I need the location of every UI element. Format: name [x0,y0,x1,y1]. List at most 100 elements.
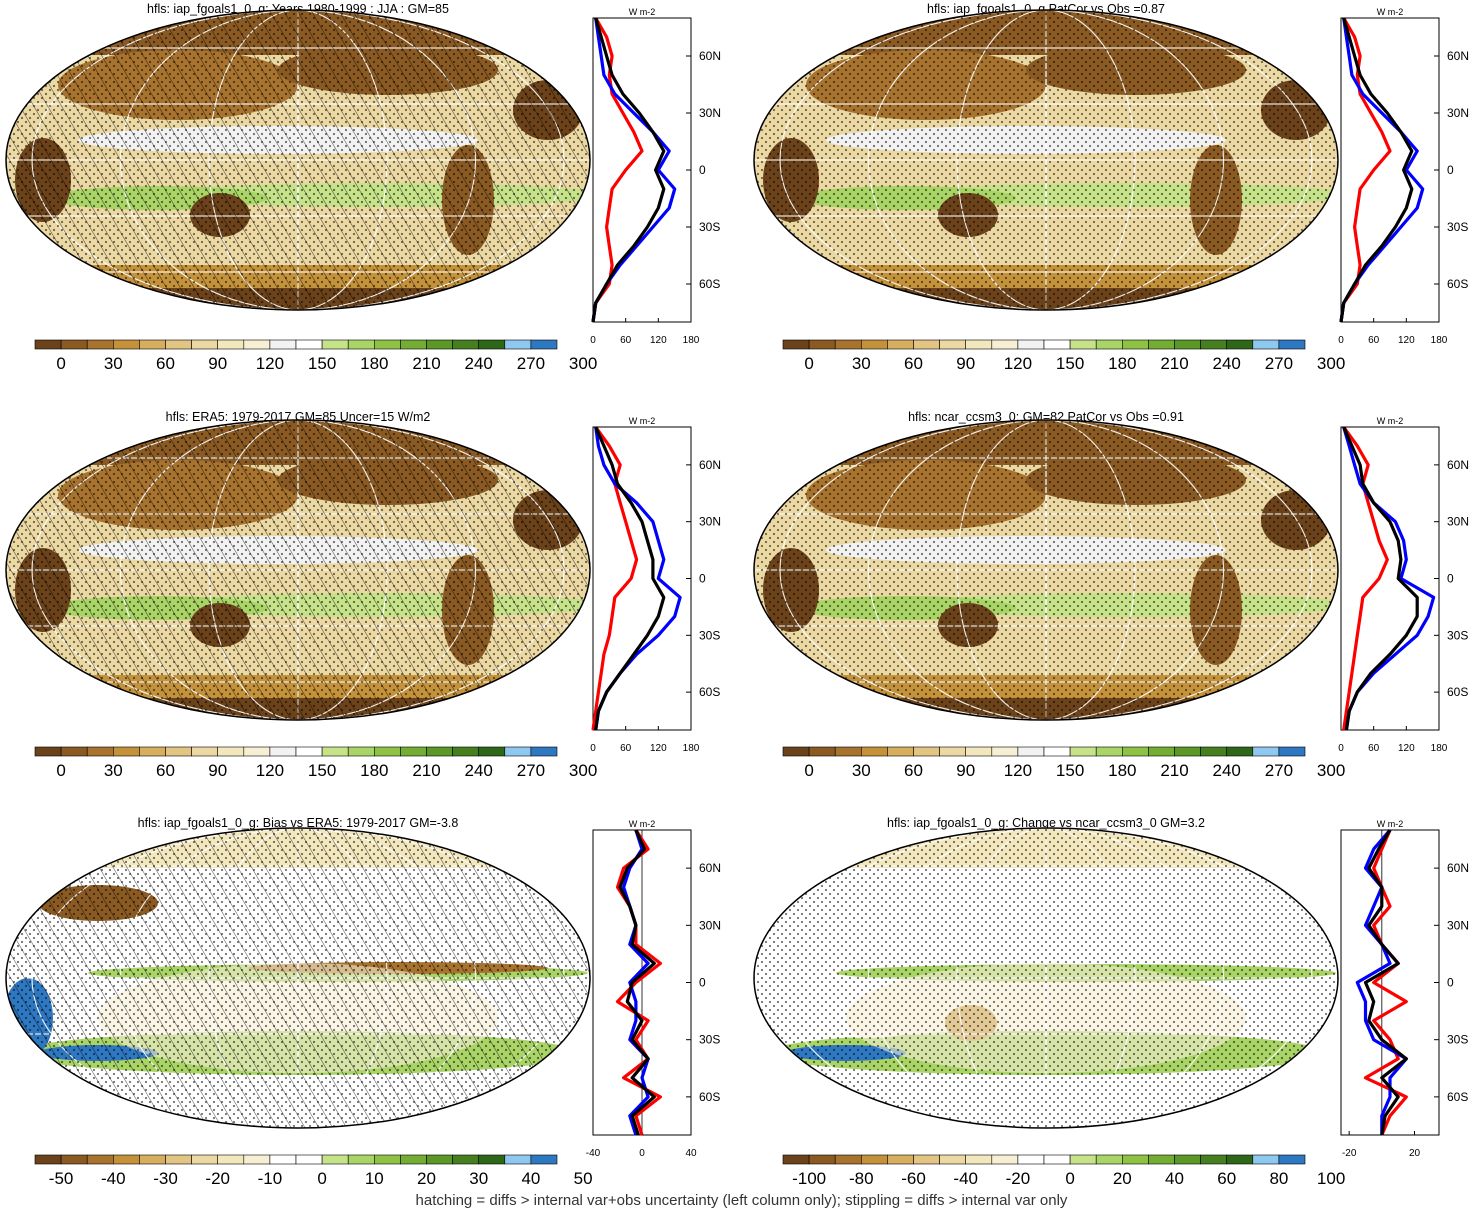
colorbar-tick-label: -60 [901,1169,926,1188]
colorbar-tick-label: 240 [465,761,493,780]
colorbar-swatch [321,339,349,350]
x-tick-label: 0 [1338,335,1344,346]
colorbar-swatch [347,746,375,757]
y-tick-label: 30S [1447,1033,1468,1047]
colorbar-swatch [321,746,349,757]
panel-5: hfls: iap_fgoals1_0_g: Bias vs ERA5: 197… [5,816,593,1188]
colorbar-tick-label: 20 [417,1169,436,1188]
colorbar-swatch [1174,339,1201,350]
x-tick-label: 0 [590,743,596,754]
colorbar-swatch [478,339,506,350]
colorbar-tick-label: 90 [208,761,227,780]
colorbar-swatch [530,746,558,757]
panel-4: hfls: ncar_ccsm3_0: GM=82 PatCor vs Obs … [753,410,1345,780]
y-tick-label: 0 [699,572,706,586]
colorbar-swatch [887,339,914,350]
zonal-mean-plot-3: W m-2 60N 30N 0 30S 60S 0 60 120 180 [590,416,721,754]
colorbar-swatch [1148,746,1175,757]
colorbar-tick-label: -50 [49,1169,74,1188]
colorbar-swatch [217,746,245,757]
colorbar-tick-label: 60 [156,354,175,373]
colorbar-swatch [452,1154,480,1165]
colorbar-tick-label: 40 [1165,1169,1184,1188]
x-tick-label: 0 [1338,743,1344,754]
colorbar-swatch [86,339,114,350]
map-field [754,420,1338,720]
colorbar-swatch [269,1154,297,1165]
colorbar-tick-label: 300 [1317,761,1345,780]
y-tick-label: 60S [1447,685,1468,699]
colorbar-swatch [991,1154,1019,1165]
colorbar-tick-label: 270 [1265,761,1293,780]
panel-title: hfls: ERA5: 1979-2017 GM=85 Uncer=15 W/m… [166,410,431,424]
colorbar-swatch [887,1154,914,1165]
x-tick-label: 120 [650,335,667,346]
colorbar-swatch [400,339,427,350]
series-line-mean [1363,829,1408,1136]
colorbar-swatch [373,746,401,757]
colorbar-swatch [834,339,862,350]
colorbar-swatch [452,746,480,757]
colorbar: -100 -80 -60 -40 -20 0 20 40 60 80 100 [782,1154,1345,1188]
panel-title: hfls: iap_fgoals1_0_g: Years 1980-1999 :… [147,2,449,16]
zonal-unit-label: W m-2 [629,416,656,426]
y-tick-label: 60S [1447,1090,1468,1104]
colorbar-tick-label: 240 [1213,761,1241,780]
colorbar: 0 30 60 90 120 150 180 210 240 270 300 [34,339,597,373]
colorbar-swatch [321,1154,349,1165]
colorbar-tick-label: 210 [1160,354,1188,373]
colorbar-swatch [1278,746,1306,757]
series-line-obs [621,829,650,1136]
colorbar-tick-label: 210 [412,354,440,373]
colorbar-tick-label: -40 [101,1169,126,1188]
zonal-unit-label: W m-2 [629,819,656,829]
colorbar-tick-label: 0 [56,761,65,780]
colorbar-swatch [347,1154,375,1165]
colorbar-swatch [113,746,140,757]
colorbar-tick-label: -10 [258,1169,283,1188]
colorbar-tick-label: 0 [804,354,813,373]
colorbar: 0 30 60 90 120 150 180 210 240 270 300 [34,746,597,780]
x-tick-label: 0 [590,335,596,346]
colorbar-swatch [860,339,888,350]
colorbar-tick-label: 90 [956,354,975,373]
colorbar-swatch [965,746,993,757]
x-tick-label: -20 [1342,1148,1357,1159]
colorbar-tick-label: 0 [56,354,65,373]
colorbar-swatch [86,746,114,757]
y-tick-label: 30S [1447,628,1468,642]
series-line-model [1342,426,1389,731]
series-line-model [615,829,663,1136]
colorbar-tick-label: 180 [360,354,388,373]
map-stippling [754,10,1338,310]
colorbar-swatch [191,339,219,350]
colorbar-tick-label: 150 [308,761,336,780]
map-stippling [754,420,1338,720]
colorbar-tick-label: 0 [1065,1169,1074,1188]
colorbar-tick-label: 0 [804,761,813,780]
colorbar-swatch [1174,1154,1201,1165]
zonal-mean-plot-4: W m-2 60N 30N 0 30S 60S 0 60 120 180 [1338,416,1469,754]
colorbar-swatch [113,339,140,350]
colorbar-swatch [1069,339,1097,350]
colorbar-swatch [808,1154,836,1165]
map-border [5,827,591,1129]
y-tick-label: 60N [699,49,721,63]
colorbar-swatch [1226,746,1254,757]
colorbar-swatch [1069,746,1097,757]
panel-1: hfls: iap_fgoals1_0_g: Years 1980-1999 :… [5,2,597,373]
colorbar-swatch [782,1154,810,1165]
colorbar-tick-label: 60 [1217,1169,1236,1188]
colorbar-tick-label: -30 [153,1169,178,1188]
colorbar-tick-label: 100 [1317,1169,1345,1188]
map-border [753,827,1339,1129]
colorbar-swatch [217,1154,245,1165]
colorbar-swatch [913,339,940,350]
colorbar-tick-label: -20 [1006,1169,1031,1188]
colorbar-swatch [373,1154,401,1165]
colorbar-swatch [217,339,245,350]
colorbar-swatch [1200,1154,1227,1165]
zonal-unit-label: W m-2 [1377,819,1404,829]
colorbar-swatch [426,1154,453,1165]
colorbar-swatch [1226,1154,1254,1165]
